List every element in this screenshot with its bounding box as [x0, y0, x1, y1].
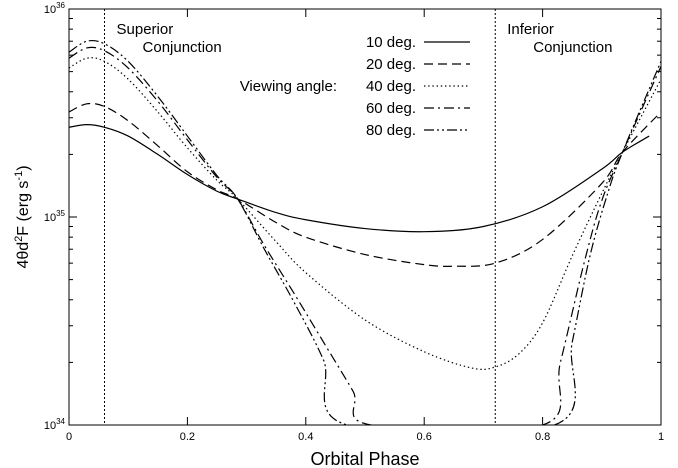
legend-label: 80 deg.	[366, 122, 416, 139]
x-axis-title: Orbital Phase	[310, 449, 419, 468]
x-tick-label: 0	[66, 431, 72, 443]
conjunction-label: Conjunction	[143, 39, 222, 56]
y-tick-label: 1035	[44, 209, 66, 224]
legend-label: 60 deg.	[366, 100, 416, 117]
series-line-3	[69, 57, 661, 371]
conjunction-label: Superior	[117, 21, 174, 38]
legend-label: 40 deg.	[366, 78, 416, 95]
x-tick-label: 1	[658, 431, 664, 443]
series-line-5	[69, 39, 661, 425]
x-tick-label: 0.6	[417, 431, 432, 443]
legend-label: 20 deg.	[366, 56, 416, 73]
legend-title: Viewing angle:	[240, 78, 337, 95]
x-tick-label: 0.8	[535, 431, 550, 443]
x-tick-label: 0.4	[298, 431, 313, 443]
series-line-1	[69, 124, 650, 233]
y-tick-label: 1034	[44, 417, 66, 432]
axis-layer: 0 0.2 0.4 0.6 0.8 1 1034 1035 1036 Orbital Phase 4…	[13, 1, 664, 468]
y-tick-label: 1036	[44, 1, 66, 16]
y-axis-title: 4θd2F (erg s-1)	[13, 165, 32, 268]
series-line-2	[69, 102, 661, 267]
conjunction-label: Conjunction	[533, 39, 612, 56]
conjunction-label: Inferior	[507, 21, 554, 38]
legend: 10 deg. 20 deg. 40 deg. 60 deg. 80 deg. Viewi…	[240, 34, 470, 139]
x-tick-label: 0.2	[180, 431, 195, 443]
series-layer	[69, 39, 661, 425]
legend-label: 10 deg.	[366, 34, 416, 51]
series-line-4	[69, 46, 661, 425]
